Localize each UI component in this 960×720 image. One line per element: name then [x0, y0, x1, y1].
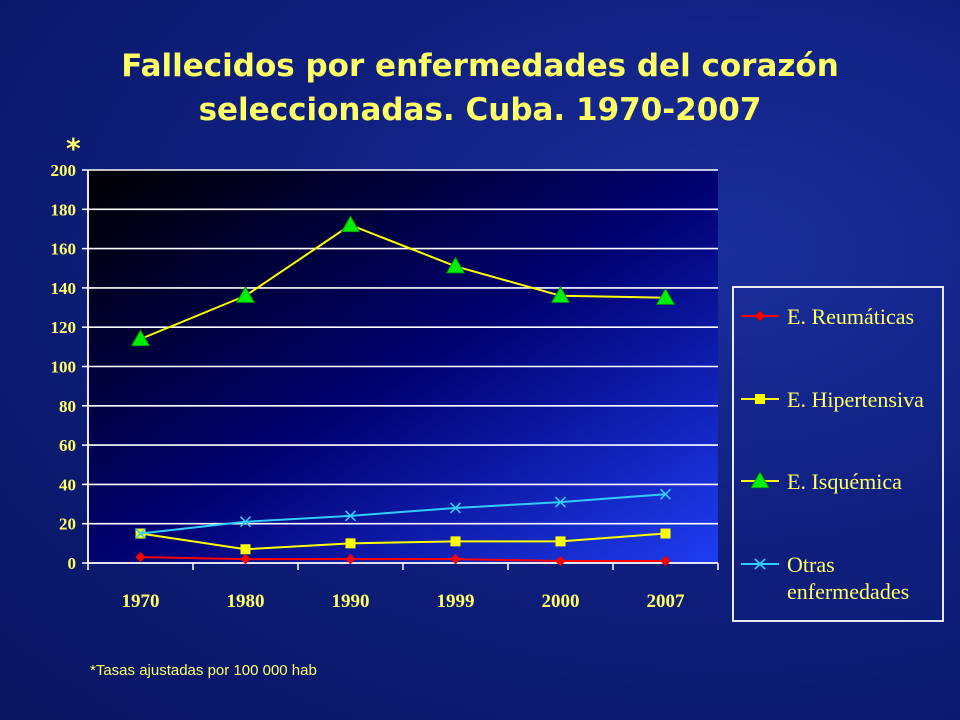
data-point — [240, 553, 251, 565]
series-line-2 — [140, 532, 666, 551]
y-tick-label: 120 — [51, 318, 77, 337]
data-point — [240, 544, 251, 555]
marker-stroke — [754, 558, 766, 570]
footnote: *Tasas ajustadas por 100 000 hab — [90, 662, 317, 679]
data-point — [130, 329, 151, 347]
marker-stroke — [344, 510, 357, 522]
data-point — [345, 553, 356, 565]
marker-stroke — [659, 488, 672, 500]
data-point — [134, 527, 147, 540]
y-tick-label: 0 — [68, 554, 77, 573]
legend-box — [732, 286, 944, 622]
x-tick-label: 2007 — [647, 591, 686, 612]
data-point — [555, 555, 566, 567]
y-tick-label: 200 — [51, 161, 77, 180]
y-tick-label: 160 — [51, 240, 77, 259]
y-tick-label: 80 — [59, 397, 76, 416]
series-line-4 — [140, 493, 666, 535]
data-point — [450, 553, 461, 565]
x-tick-label: 1999 — [437, 591, 475, 612]
data-point — [550, 285, 571, 303]
chart-title-line-2: seleccionadas. Cuba. 1970-2007 — [198, 92, 762, 128]
legend-marker — [754, 310, 766, 322]
chart-title: Fallecidos por enfermedades del corazón … — [60, 44, 900, 132]
data-point — [554, 496, 567, 508]
legend-marker — [754, 558, 766, 570]
legend-label-1: E. Reumáticas — [787, 304, 914, 329]
marker-stroke — [449, 502, 462, 514]
data-point — [450, 536, 461, 547]
data-point — [655, 287, 676, 305]
data-point — [445, 256, 466, 274]
marker-stroke — [554, 496, 567, 508]
marker-stroke — [134, 527, 147, 540]
data-point — [135, 551, 146, 563]
x-tick-label: 1980 — [227, 591, 265, 612]
data-point — [344, 510, 357, 522]
y-tick-label: 140 — [51, 279, 77, 298]
legend-label-3: E. Isquémica — [787, 469, 902, 494]
y-tick-label: 180 — [51, 200, 77, 219]
data-point — [660, 555, 671, 567]
data-point — [239, 516, 252, 528]
data-point — [449, 502, 462, 514]
marker-stroke — [239, 516, 252, 528]
legend-marker — [755, 394, 765, 404]
legend-label-line: enfermedades — [787, 579, 909, 604]
legend-label-2: E. Hipertensiva — [787, 387, 924, 412]
y-tick-label: 20 — [59, 515, 76, 534]
x-tick-label: 2000 — [542, 591, 580, 612]
data-point — [660, 528, 671, 539]
x-tick-label: 1970 — [122, 591, 160, 612]
y-tick-label: 60 — [59, 436, 76, 455]
y-tick-label: 40 — [59, 475, 76, 494]
legend-label-4: Otras enfermedades — [787, 552, 909, 604]
series-line-3 — [140, 223, 666, 340]
data-point — [659, 488, 672, 500]
legend-label-line: Otras — [787, 552, 835, 577]
series-line-1 — [140, 556, 666, 563]
y-axis-label: * — [66, 132, 81, 165]
legend-marker — [750, 471, 770, 489]
data-point — [235, 285, 256, 303]
data-point — [345, 538, 356, 549]
data-point — [340, 215, 361, 233]
chart-title-line-1: Fallecidos por enfermedades del corazón — [121, 48, 839, 84]
y-tick-label: 100 — [51, 358, 77, 377]
x-tick-label: 1990 — [332, 591, 370, 612]
data-point — [555, 536, 566, 547]
